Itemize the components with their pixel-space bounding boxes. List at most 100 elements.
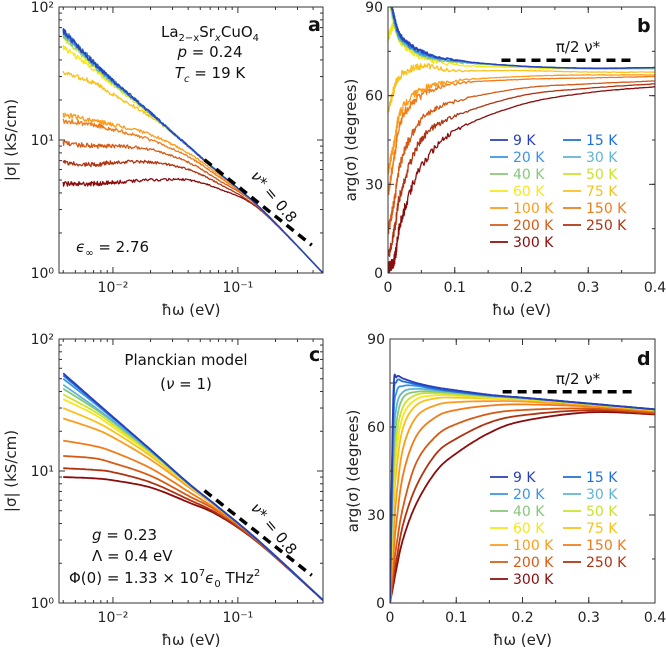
legend-item: 30 K (563, 487, 618, 503)
panel-label-b: b (637, 15, 651, 37)
phi-main: Φ(0) = 1.33 × 10 (69, 569, 199, 587)
series-line-100k (390, 400, 655, 603)
ticks (387, 6, 656, 274)
legend-item: 20 K (490, 487, 545, 503)
legend-label: 60 K (513, 184, 545, 200)
legend-label: 75 K (586, 521, 618, 537)
epsilon-value: = 2.76 (94, 238, 150, 256)
legend-item: 150 K (563, 201, 627, 217)
y-tick-label: 90 (365, 0, 383, 16)
legend-item: 250 K (563, 218, 627, 234)
panel-label-d: d (637, 348, 651, 370)
legend-item: 20 K (490, 150, 545, 166)
y-tick-label: 10¹ (31, 133, 54, 149)
x-tick-label: 0.1 (445, 610, 467, 626)
legend-label: 200 K (513, 555, 554, 571)
tc-value: = 19 K (189, 64, 246, 82)
x-axis-label: ħω (eV) (162, 631, 221, 649)
series-group (62, 27, 323, 273)
series-line-150k (390, 403, 655, 603)
legend-item: 200 K (490, 555, 554, 571)
legend-item: 9 K (490, 133, 536, 149)
x-tick-label: 0.2 (511, 610, 533, 626)
legend-label: 15 K (586, 133, 618, 149)
legend-label: 300 K (513, 572, 554, 588)
series-line-75k (388, 63, 655, 113)
legend-label: 9 K (513, 470, 536, 486)
legend-label: 30 K (586, 487, 618, 503)
formula-subscript: 2−x (179, 33, 200, 44)
nu-annotation: (ν = 1) (160, 375, 212, 393)
legend-label: 40 K (513, 504, 545, 520)
tc-symbol: T (175, 64, 186, 82)
series-line-250k (388, 83, 655, 258)
legend-label: 15 K (586, 470, 618, 486)
formula-part: La (161, 23, 179, 41)
x-axis-label: ħω (eV) (493, 631, 552, 649)
unit-exponent: 2 (254, 568, 260, 579)
y-tick-label: 60 (367, 420, 385, 436)
x-tick-label: 0 (384, 280, 393, 296)
panel-c: 10⁻² 10⁻¹ 10⁰ 10¹ 10² ħω (eV) |σ| (kS/cm) (2, 332, 324, 649)
legend-label: 200 K (513, 218, 554, 234)
formula-subscript: 4 (253, 33, 259, 44)
legend: 9 K 15 K 20 K 30 K 40 K 50 K 60 K 75 K 100 K 150 … (490, 133, 627, 251)
y-tick-label: 10² (31, 0, 54, 16)
y-axis-label: |σ| (kS/cm) (2, 430, 20, 512)
doping-value: = 0.24 (187, 43, 243, 61)
legend-label: 60 K (513, 521, 545, 537)
series-line-100k (388, 74, 655, 175)
g-symbol: g (92, 526, 102, 544)
legend-label: 100 K (513, 538, 554, 554)
x-tick-label: 0.4 (644, 610, 666, 626)
legend-item: 75 K (563, 521, 618, 537)
y-tick-label: 0 (376, 596, 385, 612)
series-line-9k (390, 373, 655, 603)
panel-label-c: c (309, 344, 320, 366)
phi-annotation: Φ(0) = 1.33 × 107ϵ0 THz2 (69, 568, 260, 590)
reference-dashed-line (203, 489, 313, 577)
series-group (388, 7, 655, 273)
legend-item: 300 K (490, 572, 554, 588)
tc-annotation: Tc = 19 K (175, 64, 247, 85)
nu-value: = 1) (174, 375, 212, 393)
legend-label: 30 K (586, 150, 618, 166)
y-axis-label: arg(σ) (degrees) (342, 79, 360, 202)
series-group (62, 372, 323, 601)
g-value: = 0.23 (102, 526, 158, 544)
lambda-annotation: Λ = 0.4 eV (92, 547, 173, 565)
series-line-9k (62, 372, 323, 601)
nu-symbol: ν (166, 375, 174, 393)
legend-label: 50 K (586, 504, 618, 520)
legend-label: 150 K (586, 538, 627, 554)
x-axis-label: ħω (eV) (162, 301, 221, 319)
x-tick-label: 0 (386, 610, 395, 626)
y-axis-label: arg(σ) (degrees) (344, 410, 362, 533)
panel-label-a: a (308, 14, 321, 36)
reference-line-label-a: ν* = 0.8 (247, 167, 301, 226)
legend-item: 60 K (490, 184, 545, 200)
reference-line-label-d: π/2 ν* (556, 370, 601, 388)
ticks (59, 6, 323, 274)
legend-item: 40 K (490, 504, 545, 520)
x-tick-label: 0.3 (578, 610, 600, 626)
epsilon-subscript: 0 (214, 579, 220, 590)
legend-item: 15 K (563, 133, 618, 149)
legend-label: 150 K (586, 201, 627, 217)
series-group (390, 373, 655, 603)
legend-item: 200 K (490, 218, 554, 234)
legend-label: 40 K (513, 167, 545, 183)
paren: ( (160, 375, 166, 393)
y-tick-label: 30 (365, 177, 383, 193)
legend-label: 20 K (513, 487, 545, 503)
legend-item: 150 K (563, 538, 627, 554)
panel-a: 10⁻² 10⁻¹ 10⁰ 10¹ 10² ħω (eV) |σ| (kS/cm) (2, 0, 324, 319)
formula-part: Sr (199, 23, 216, 41)
x-tick-label: 0.3 (577, 280, 599, 296)
epsilon-symbol: ϵ (205, 569, 214, 587)
legend-label: 250 K (586, 218, 627, 234)
series-line-250k (62, 159, 323, 273)
epsilon-subscript: ∞ (85, 248, 93, 259)
legend-item: 60 K (490, 521, 545, 537)
